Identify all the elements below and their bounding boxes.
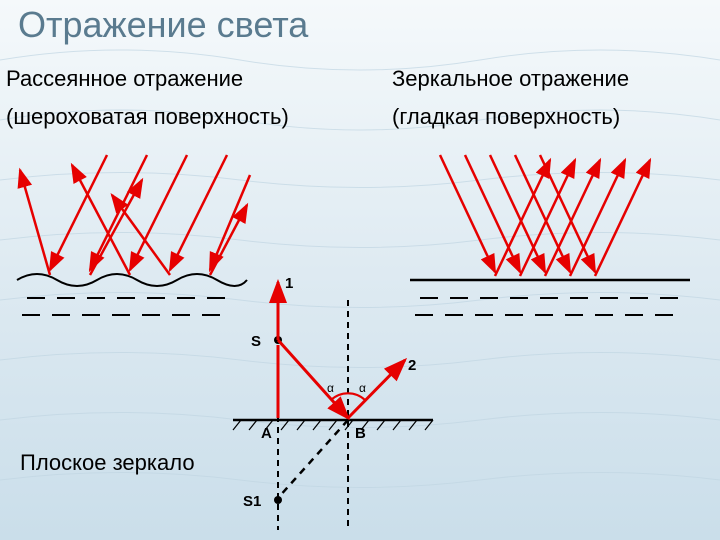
plane-mirror-diagram: S 1 2 α α A B S1 <box>223 270 443 530</box>
label-b: B <box>355 425 366 442</box>
specular-subheading: (гладкая поверхность) <box>392 104 620 130</box>
label-alpha-1: α <box>327 381 334 395</box>
diffuse-heading: Рассеянное отражение <box>6 66 243 92</box>
diffuse-subheading: (шероховатая поверхность) <box>6 104 289 130</box>
label-alpha-2: α <box>359 381 366 395</box>
specular-diagram <box>400 150 700 340</box>
page-title: Отражение света <box>18 4 308 46</box>
label-s: S <box>251 333 261 350</box>
label-1: 1 <box>285 275 293 292</box>
label-s1: S1 <box>243 493 261 510</box>
diffuse-diagram <box>12 150 252 340</box>
plane-mirror-label: Плоское зеркало <box>20 450 195 476</box>
specular-heading: Зеркальное отражение <box>392 66 629 92</box>
label-2: 2 <box>408 357 416 374</box>
label-a: A <box>261 425 272 442</box>
